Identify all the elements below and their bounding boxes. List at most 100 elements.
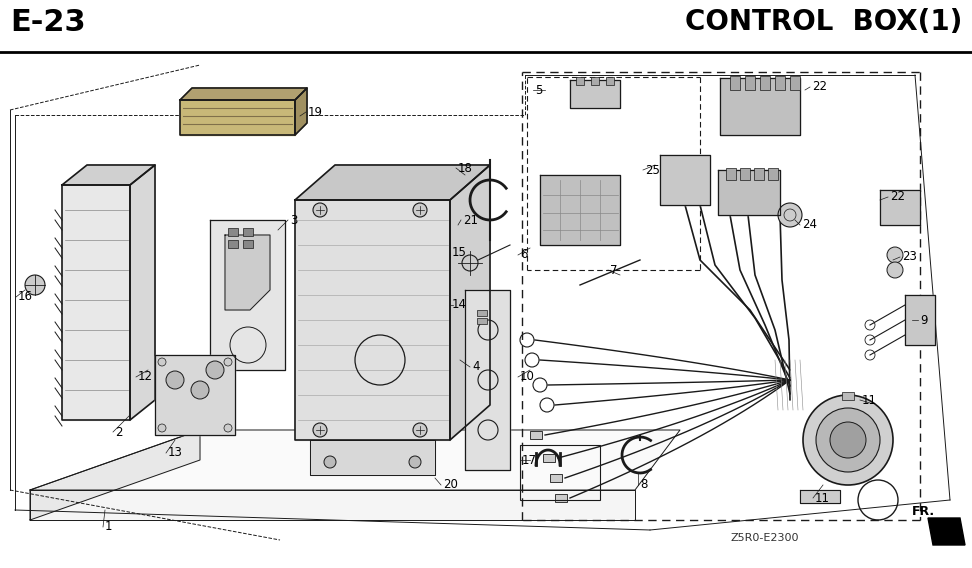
Circle shape (313, 423, 327, 437)
Bar (754, 168, 764, 180)
Text: 17: 17 (522, 453, 537, 466)
Text: 6: 6 (520, 249, 528, 261)
Polygon shape (62, 165, 155, 185)
Circle shape (224, 358, 232, 366)
Text: 13: 13 (168, 446, 183, 460)
Polygon shape (62, 185, 130, 420)
Bar (745, 76, 755, 90)
Polygon shape (800, 490, 840, 503)
Text: 4: 4 (472, 361, 479, 374)
Text: 16: 16 (18, 290, 33, 303)
Text: 11: 11 (815, 491, 830, 504)
Bar (520, 445, 600, 500)
Text: 1: 1 (105, 520, 113, 533)
Text: 2: 2 (115, 425, 122, 438)
Bar (775, 76, 785, 90)
Circle shape (803, 395, 893, 485)
Text: 5: 5 (535, 83, 542, 97)
Text: E-23: E-23 (10, 8, 86, 37)
Text: 23: 23 (902, 250, 917, 264)
Bar (730, 76, 740, 90)
Polygon shape (880, 190, 920, 225)
Bar (740, 168, 750, 180)
Polygon shape (225, 235, 270, 310)
Text: 9: 9 (920, 314, 927, 327)
Text: CONTROL  BOX(1): CONTROL BOX(1) (684, 8, 962, 36)
Polygon shape (660, 155, 710, 205)
Polygon shape (720, 78, 800, 135)
Text: 8: 8 (640, 478, 647, 491)
Bar (477, 310, 487, 316)
Bar (760, 76, 770, 90)
Text: 18: 18 (458, 161, 472, 174)
Bar (768, 168, 778, 180)
Polygon shape (295, 165, 490, 200)
Polygon shape (295, 88, 307, 135)
Bar (591, 77, 599, 85)
Bar (543, 454, 555, 462)
Bar (243, 228, 253, 236)
Circle shape (158, 358, 166, 366)
Bar (228, 228, 238, 236)
Bar (228, 240, 238, 248)
Circle shape (409, 456, 421, 468)
Circle shape (830, 422, 866, 458)
Bar (530, 431, 542, 439)
Polygon shape (465, 290, 510, 470)
Bar (606, 77, 614, 85)
Polygon shape (450, 165, 490, 440)
Bar (555, 494, 567, 502)
Circle shape (816, 408, 880, 472)
Polygon shape (30, 490, 635, 520)
Polygon shape (155, 355, 235, 435)
Circle shape (25, 275, 45, 295)
Circle shape (166, 371, 184, 389)
Text: FR.: FR. (912, 505, 935, 518)
Text: 22: 22 (812, 81, 827, 94)
Circle shape (324, 456, 336, 468)
Text: Z5R0-E2300: Z5R0-E2300 (730, 533, 799, 543)
Circle shape (413, 203, 427, 217)
Circle shape (158, 424, 166, 432)
Bar (726, 168, 736, 180)
Text: 14: 14 (452, 299, 467, 311)
Polygon shape (540, 175, 620, 245)
Bar (842, 392, 854, 400)
Polygon shape (295, 200, 450, 440)
Circle shape (206, 361, 224, 379)
Text: 12: 12 (138, 370, 153, 383)
Text: 7: 7 (610, 264, 617, 277)
Text: 24: 24 (802, 219, 817, 232)
Bar (790, 76, 800, 90)
Polygon shape (310, 440, 435, 475)
Circle shape (313, 203, 327, 217)
Text: 15: 15 (452, 245, 467, 258)
Polygon shape (928, 518, 965, 545)
Circle shape (413, 423, 427, 437)
Text: 22: 22 (890, 190, 905, 203)
Circle shape (191, 381, 209, 399)
Circle shape (778, 203, 802, 227)
Polygon shape (180, 88, 307, 100)
Polygon shape (30, 430, 200, 520)
Text: 19: 19 (308, 106, 323, 119)
Text: 25: 25 (645, 164, 660, 177)
Polygon shape (30, 430, 680, 490)
Circle shape (224, 424, 232, 432)
Polygon shape (180, 100, 295, 135)
Polygon shape (905, 295, 935, 345)
Circle shape (462, 255, 478, 271)
Text: 20: 20 (443, 478, 458, 491)
Text: 11: 11 (862, 394, 877, 407)
Text: 21: 21 (463, 214, 478, 227)
Text: 10: 10 (520, 370, 535, 383)
Text: 3: 3 (290, 214, 297, 227)
Bar (576, 77, 584, 85)
Polygon shape (130, 165, 155, 420)
Bar (243, 240, 253, 248)
Polygon shape (210, 220, 285, 370)
Bar (550, 474, 562, 482)
Circle shape (887, 262, 903, 278)
Circle shape (887, 247, 903, 263)
Polygon shape (718, 170, 780, 215)
